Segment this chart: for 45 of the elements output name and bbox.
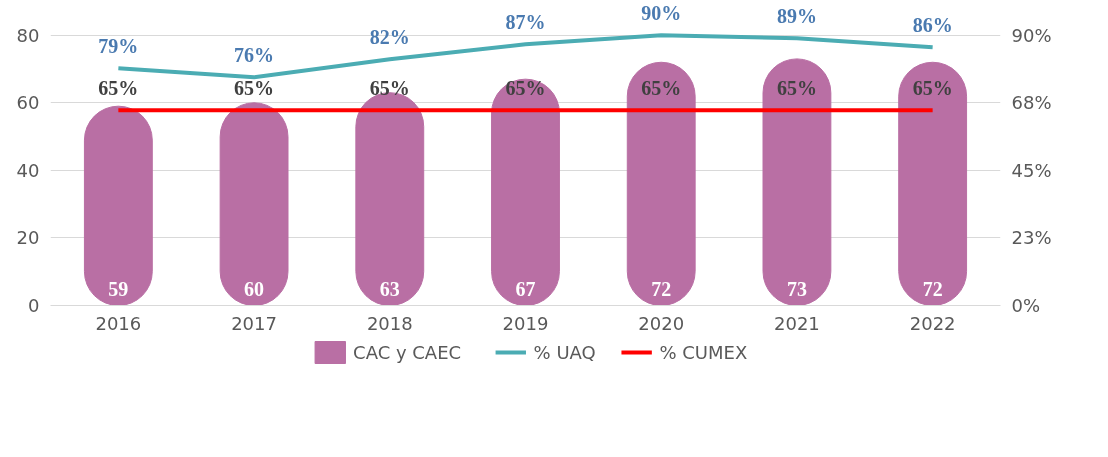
x-tick-label: 2021: [774, 312, 820, 334]
data-label: 86%: [912, 14, 953, 37]
data-label: 89%: [776, 5, 817, 28]
data-label: 90%: [641, 2, 682, 25]
x-tick-label: 2016: [95, 312, 142, 334]
y2-tick-label: 68%: [1011, 92, 1052, 114]
data-label: 59: [108, 277, 129, 300]
x-tick-label: 2017: [231, 312, 277, 334]
bar: [898, 61, 968, 306]
y-tick-label: 60: [16, 92, 40, 114]
bar: [762, 58, 832, 306]
data-label: 73: [786, 277, 807, 300]
y2-tick-label: 45%: [1011, 159, 1052, 181]
y2-tick-label: 0%: [1011, 295, 1041, 316]
data-label: 67: [515, 277, 536, 300]
data-label: 65%: [98, 77, 139, 100]
bar: [626, 61, 696, 306]
y-tick-label: 0: [28, 295, 40, 316]
data-label: 79%: [98, 35, 139, 58]
x-tick-label: 2019: [502, 312, 549, 334]
data-label: 65%: [641, 77, 682, 100]
bar: [491, 78, 560, 306]
data-label: 65%: [776, 77, 817, 100]
data-label: 65%: [912, 77, 953, 100]
data-label: 63: [379, 277, 400, 300]
y2-tick-label: 90%: [1011, 24, 1052, 46]
data-label: 82%: [369, 26, 410, 49]
data-label: 65%: [369, 77, 410, 100]
data-label: 65%: [505, 77, 546, 100]
y-tick-label: 40: [16, 159, 40, 181]
x-tick-label: 2018: [366, 312, 413, 334]
legend-label: CAC y CAEC: [353, 342, 462, 363]
legend-label: % UAQ: [533, 342, 596, 363]
legend-label: % CUMEX: [659, 342, 748, 363]
data-label: 76%: [234, 44, 275, 67]
y-tick-label: 80: [16, 24, 40, 46]
y-tick-label: 20: [16, 227, 40, 249]
x-tick-label: 2020: [638, 312, 685, 334]
data-label: 65%: [234, 77, 275, 100]
data-label: 60: [244, 277, 265, 300]
data-label: 72: [922, 277, 943, 300]
data-label: 72: [651, 277, 672, 300]
y2-tick-label: 23%: [1011, 227, 1052, 249]
data-label: 87%: [505, 11, 546, 34]
x-tick-label: 2022: [909, 312, 956, 334]
